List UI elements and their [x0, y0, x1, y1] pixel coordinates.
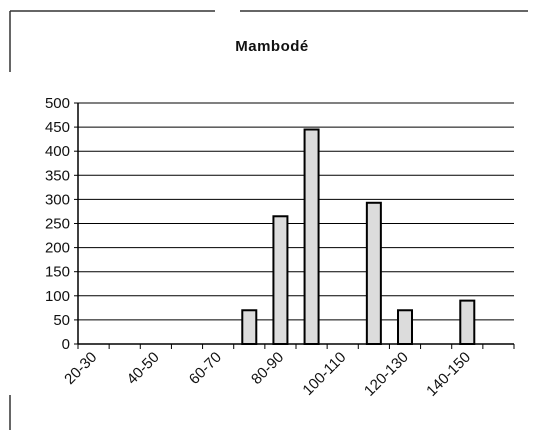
x-tick-label: 120-130: [361, 349, 412, 400]
bar-120-130: [397, 309, 413, 346]
axes: [74, 102, 515, 349]
x-tick-label: 100-110: [299, 349, 349, 399]
y-axis-tick-labels: 0 50 100 150 200 250 300 350 400 450 500: [45, 95, 70, 353]
bar-110-120: [365, 201, 382, 345]
chart-title: Mambodé: [235, 38, 309, 55]
x-axis-tick-labels: 20-30 40-50 60-70 80-90 100-110 120-130 140-15…: [61, 349, 474, 400]
y-tick-label: 250: [45, 216, 70, 233]
y-tick-label: 50: [53, 312, 70, 329]
y-tick-label: 500: [45, 95, 70, 112]
x-tick-label: 40-50: [124, 349, 163, 388]
y-tick-label: 150: [45, 264, 70, 281]
y-tick-label: 450: [45, 119, 70, 136]
bar-70-80: [241, 309, 258, 346]
y-tick-label: 300: [45, 191, 70, 208]
bar-140-150: [459, 299, 476, 345]
grid-lines: [78, 102, 514, 321]
x-tick-label: 80-90: [248, 349, 287, 388]
y-tick-label: 200: [45, 240, 70, 257]
y-tick-label: 350: [45, 167, 70, 184]
x-tick-label: 60-70: [186, 349, 225, 388]
y-tick-label: 0: [62, 336, 70, 353]
bars: [241, 128, 476, 346]
x-tick-label: 20-30: [61, 349, 100, 388]
y-tick-label: 100: [45, 288, 70, 305]
bar-80-90: [272, 215, 289, 346]
y-tick-label: 400: [45, 143, 70, 160]
bar-90-100: [303, 128, 320, 345]
x-tick-label: 140-150: [423, 349, 474, 400]
